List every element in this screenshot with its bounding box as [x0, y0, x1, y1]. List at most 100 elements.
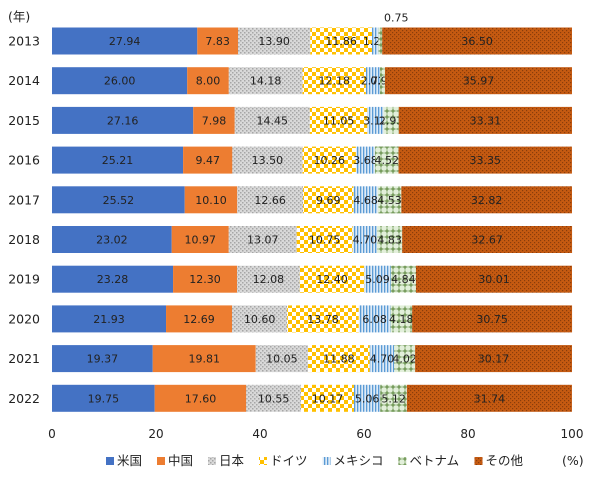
- bar-segment-2019-6: [390, 265, 416, 293]
- value-label-2021-7: 30.17: [478, 353, 510, 366]
- bar-segment-2016-1: [52, 146, 184, 174]
- bar-segment-2021-2: [152, 345, 256, 373]
- bar-segment-2022-3: [246, 384, 302, 412]
- value-label-2018-7: 32.67: [471, 234, 503, 247]
- value-label-2015-5: 3.12: [363, 114, 388, 127]
- value-label-2021-6: 4.02: [392, 353, 417, 366]
- category-label-2013: 2013: [8, 34, 40, 49]
- value-label-2018-5: 4.70: [353, 234, 378, 247]
- bar-segment-2022-4: [301, 384, 354, 412]
- legend-label-4: ドイツ: [270, 453, 308, 468]
- legend-swatch-6: [398, 457, 407, 465]
- bar-segment-2018-7: [402, 226, 573, 253]
- axis-layer: (年) 201320142015201620172018201920202021…: [8, 9, 584, 468]
- legend-swatch-2: [157, 457, 165, 465]
- legend-label-2: 中国: [168, 453, 193, 468]
- value-label-2015-2: 7.98: [202, 114, 227, 127]
- category-label-2019: 2019: [8, 272, 40, 287]
- bar-segment-2020-6: [390, 305, 413, 333]
- bar-segment-2013-1: [52, 27, 198, 55]
- bar-segment-2017-3: [237, 186, 304, 214]
- value-label-2016-6: 4.52: [375, 154, 400, 167]
- bar-segment-2020-1: [52, 305, 167, 333]
- value-label-2017-2: 10.10: [195, 194, 227, 207]
- bar-segment-2015-2: [193, 106, 235, 134]
- bar-segment-2014-5: [365, 67, 381, 95]
- bar-segment-2022-7: [406, 384, 572, 412]
- value-label-2014-3: 14.18: [250, 75, 282, 88]
- bar-segment-2018-4: [296, 226, 353, 253]
- bar-segment-2022-6: [380, 384, 407, 412]
- bar-segment-2020-4: [287, 305, 359, 333]
- value-label-2015-1: 27.16: [107, 114, 139, 127]
- value-label-2017-1: 25.52: [103, 194, 135, 207]
- x-tick-80: 80: [460, 427, 475, 441]
- y-axis-label: (年): [8, 9, 30, 24]
- value-label-2014-1: 26.00: [104, 75, 136, 88]
- bar-segment-2014-2: [187, 67, 229, 95]
- value-label-2017-4: 9.69: [316, 194, 341, 207]
- value-label-2018-1: 23.02: [96, 234, 128, 247]
- value-label-2017-7: 32.82: [471, 194, 503, 207]
- value-label-2022-3: 10.55: [258, 392, 290, 405]
- legend: 米国 中国 日本 ドイツ メキシコ ベトナム その他: [106, 453, 524, 468]
- value-label-2016-2: 9.47: [195, 154, 220, 167]
- value-label-2018-6: 4.83: [377, 234, 402, 247]
- value-label-2016-1: 25.21: [102, 154, 134, 167]
- x-tick-0: 0: [48, 427, 56, 441]
- legend-label-5: メキシコ: [334, 453, 384, 468]
- value-label-2016-5: 3.68: [353, 154, 378, 167]
- value-label-2019-5: 5.09: [365, 273, 390, 286]
- bar-segment-2013-4: [310, 27, 372, 55]
- value-label-2017-3: 12.66: [254, 194, 286, 207]
- bar-segment-2016-6: [375, 146, 399, 174]
- bar-segment-2019-5: [364, 265, 391, 293]
- bar-segment-2018-6: [377, 226, 403, 253]
- bar-segment-2014-7: [384, 67, 572, 95]
- annotation-label-1: 0.75: [384, 12, 409, 25]
- legend-swatch-3: [208, 457, 216, 465]
- bar-segment-2018-2: [171, 226, 229, 253]
- value-label-2021-4: 11.88: [323, 353, 355, 366]
- bar-segment-2013-3: [238, 27, 311, 55]
- value-label-2022-5: 5.06: [355, 392, 380, 405]
- value-label-2013-7: 36.50: [461, 35, 493, 48]
- bar-segment-2018-1: [52, 226, 172, 253]
- bar-segment-2013-5: [371, 27, 379, 55]
- legend-label-7: その他: [486, 453, 524, 468]
- value-label-2021-5: 4.70: [370, 353, 395, 366]
- value-label-2018-3: 13.07: [247, 234, 279, 247]
- bar-segment-2013-6: [378, 27, 383, 55]
- value-label-2022-4: 10.17: [312, 392, 344, 405]
- value-label-2013-4: 11.86: [325, 35, 357, 48]
- bar-segment-2020-2: [166, 305, 233, 333]
- bar-segment-2015-5: [367, 106, 384, 134]
- value-label-2020-3: 10.60: [244, 313, 276, 326]
- legend-swatch-1: [106, 457, 114, 465]
- value-label-2016-3: 13.50: [252, 154, 284, 167]
- value-label-2022-7: 31.74: [474, 392, 506, 405]
- value-label-2014-4: 12.18: [318, 75, 350, 88]
- category-label-2018: 2018: [8, 232, 40, 247]
- bar-segment-2020-5: [358, 305, 391, 333]
- bar-segment-2016-3: [232, 146, 303, 174]
- bar-segment-2019-7: [415, 265, 572, 293]
- bar-segment-2018-3: [228, 226, 297, 253]
- legend-label-6: ベトナム: [410, 453, 460, 468]
- category-label-2014: 2014: [8, 73, 40, 88]
- category-label-2016: 2016: [8, 153, 40, 168]
- bar-segment-2014-3: [228, 67, 303, 95]
- bar-segment-2019-4: [299, 265, 365, 293]
- x-tick-40: 40: [252, 427, 267, 441]
- value-label-2022-1: 19.75: [88, 392, 120, 405]
- bar-segment-2021-5: [369, 345, 395, 373]
- bar-segment-2021-6: [394, 345, 416, 373]
- x-tick-20: 20: [148, 427, 163, 441]
- bar-segment-2016-5: [355, 146, 376, 174]
- x-tick-100: 100: [561, 427, 584, 441]
- bar-segment-2013-2: [197, 27, 239, 55]
- category-label-2015: 2015: [8, 113, 40, 128]
- value-label-2019-3: 12.08: [253, 273, 285, 286]
- category-label-2021: 2021: [8, 351, 40, 366]
